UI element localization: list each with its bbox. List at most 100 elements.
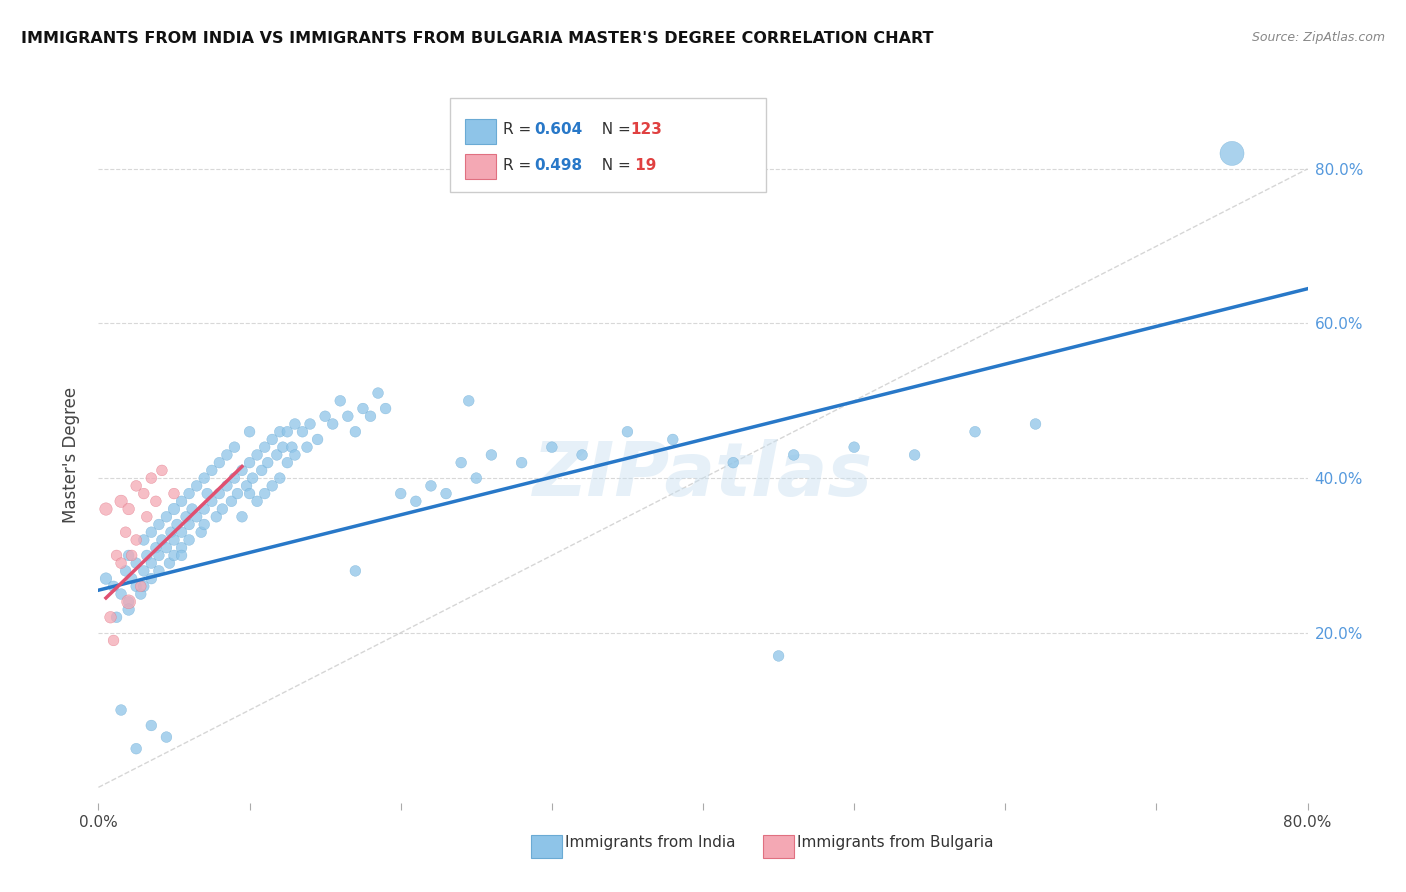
Point [132, 579, 155, 593]
Point [253, 486, 276, 500]
Point [150, 533, 173, 547]
Point [336, 409, 359, 424]
Point [105, 549, 128, 563]
Point [250, 463, 273, 477]
Point [103, 579, 125, 593]
Point [215, 448, 238, 462]
Point [224, 440, 246, 454]
Point [135, 509, 157, 524]
Text: 19: 19 [630, 158, 657, 173]
Point [239, 425, 262, 439]
Point [904, 448, 927, 462]
Point [141, 556, 163, 570]
Point [281, 440, 304, 454]
Text: ZIPatlas: ZIPatlas [533, 439, 873, 512]
Point [179, 517, 201, 532]
Point [723, 456, 745, 470]
Point [215, 479, 238, 493]
Text: Immigrants from India: Immigrants from India [565, 835, 735, 850]
Point [170, 494, 193, 508]
Point [141, 471, 163, 485]
Point [160, 525, 183, 540]
Point [125, 479, 148, 493]
Point [114, 564, 136, 578]
Point [246, 448, 269, 462]
Point [211, 502, 233, 516]
Point [103, 633, 125, 648]
Point [256, 456, 278, 470]
Point [269, 425, 291, 439]
Text: N =: N = [592, 122, 636, 137]
Point [179, 486, 201, 500]
Point [125, 533, 148, 547]
Point [141, 525, 163, 540]
Point [100, 610, 122, 624]
Point [125, 741, 148, 756]
Point [434, 486, 457, 500]
Point [269, 471, 291, 485]
Point [201, 463, 224, 477]
Text: N =: N = [592, 158, 636, 173]
Text: R =: R = [503, 158, 537, 173]
Point [420, 479, 443, 493]
Point [276, 425, 298, 439]
Text: R =: R = [503, 122, 537, 137]
Text: 123: 123 [630, 122, 662, 137]
Point [271, 440, 294, 454]
Point [166, 517, 188, 532]
Point [121, 549, 143, 563]
Point [226, 486, 249, 500]
Point [246, 494, 269, 508]
Point [174, 509, 197, 524]
Point [129, 587, 152, 601]
Point [179, 533, 201, 547]
Point [193, 517, 215, 532]
Point [208, 486, 231, 500]
Point [105, 610, 128, 624]
Point [110, 494, 132, 508]
Point [360, 409, 382, 424]
Point [844, 440, 866, 454]
Point [163, 533, 186, 547]
Text: Source: ZipAtlas.com: Source: ZipAtlas.com [1251, 31, 1385, 45]
Point [481, 448, 503, 462]
Point [284, 417, 307, 431]
Point [344, 564, 367, 578]
Point [266, 448, 288, 462]
Point [148, 549, 170, 563]
Point [262, 479, 284, 493]
Text: IMMIGRANTS FROM INDIA VS IMMIGRANTS FROM BULGARIA MASTER'S DEGREE CORRELATION CH: IMMIGRANTS FROM INDIA VS IMMIGRANTS FROM… [21, 31, 934, 46]
Point [186, 479, 208, 493]
Point [125, 579, 148, 593]
Point [239, 486, 262, 500]
Point [262, 433, 284, 447]
Point [768, 648, 790, 663]
Point [118, 549, 141, 563]
Point [145, 541, 167, 555]
Point [190, 525, 212, 540]
Point [510, 456, 533, 470]
Point [284, 448, 307, 462]
Text: 0.604: 0.604 [534, 122, 582, 137]
Point [155, 730, 177, 744]
Point [1220, 146, 1243, 161]
Point [783, 448, 806, 462]
Point [295, 440, 318, 454]
Point [159, 556, 181, 570]
Point [94, 572, 117, 586]
Point [170, 525, 193, 540]
Point [322, 417, 344, 431]
Point [118, 602, 141, 616]
Point [253, 440, 276, 454]
Point [450, 456, 472, 470]
Point [110, 556, 132, 570]
Point [231, 509, 253, 524]
Point [367, 386, 389, 401]
Point [344, 425, 367, 439]
Point [132, 564, 155, 578]
Point [224, 471, 246, 485]
Point [163, 502, 186, 516]
Point [110, 587, 132, 601]
Point [208, 456, 231, 470]
Point [110, 703, 132, 717]
